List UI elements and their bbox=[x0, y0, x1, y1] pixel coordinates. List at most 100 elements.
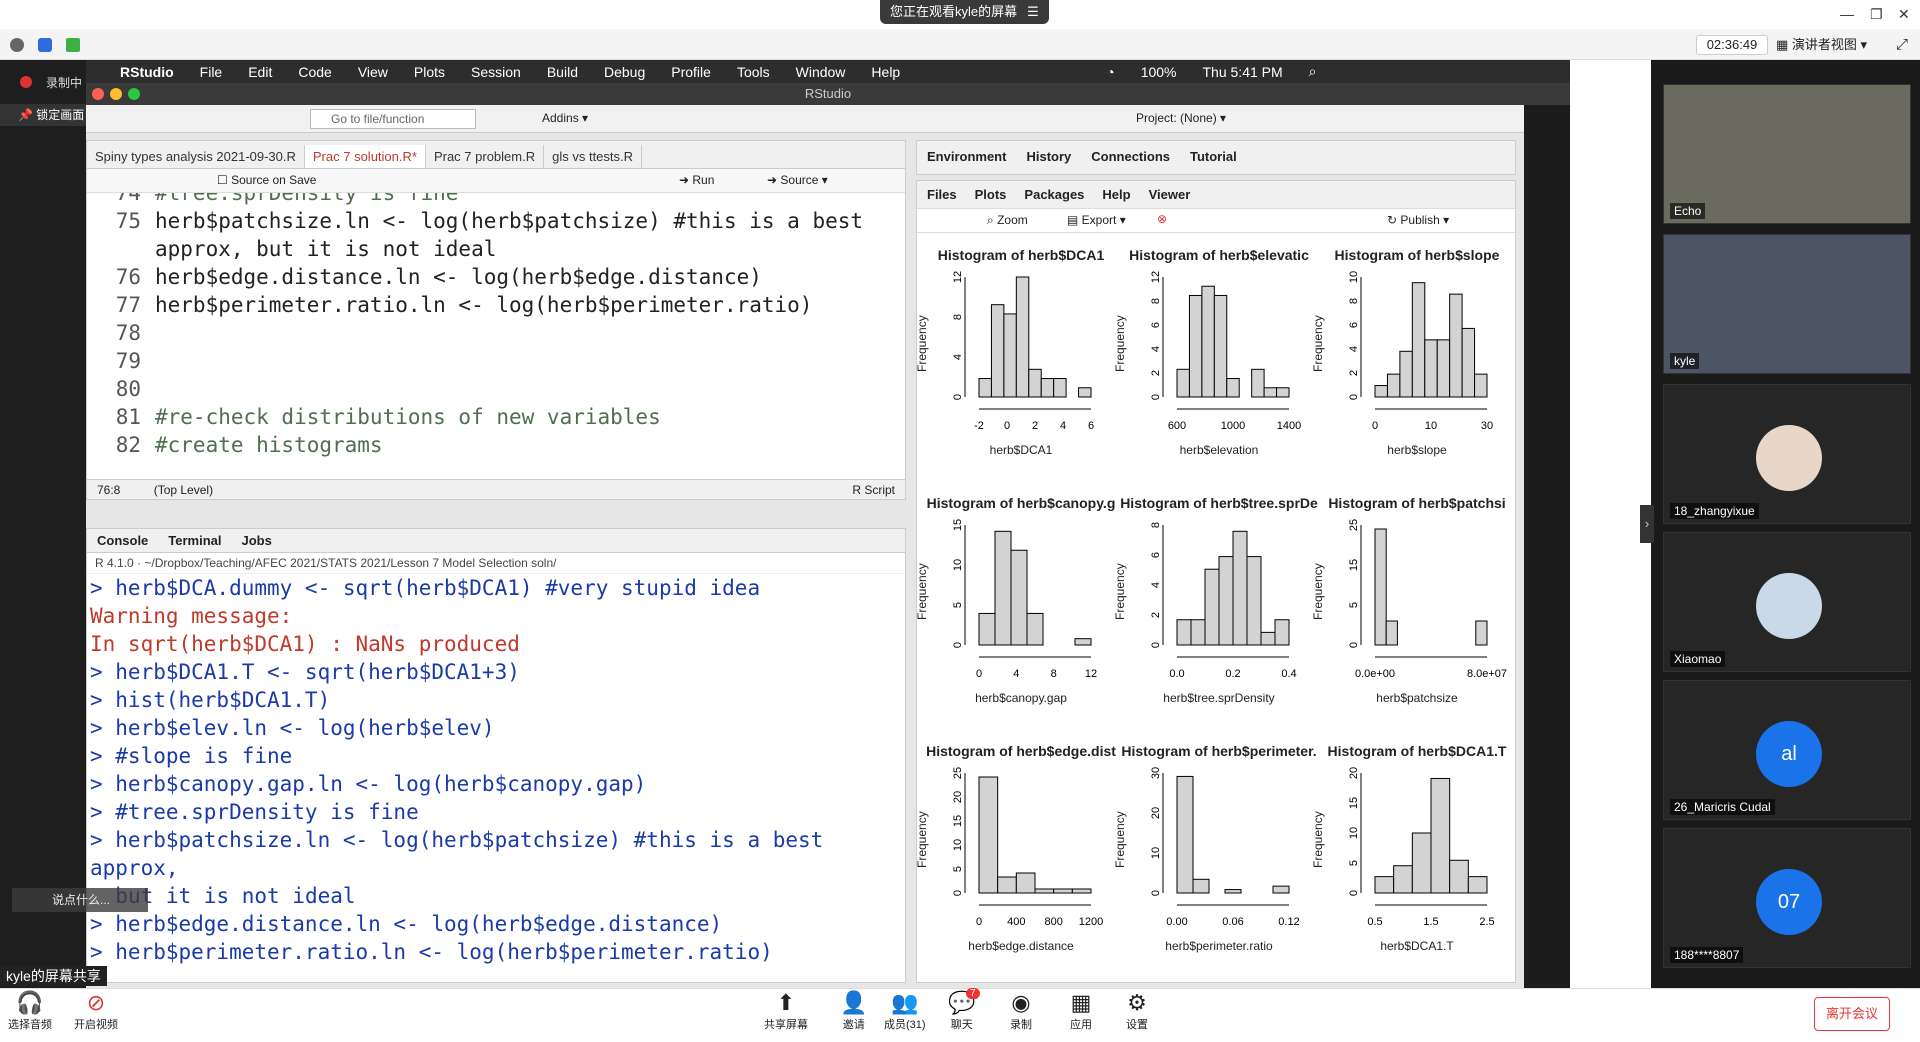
menu-build[interactable]: Build bbox=[546, 63, 578, 80]
participant-tile[interactable]: Echo bbox=[1663, 84, 1911, 224]
menu-profile[interactable]: Profile bbox=[671, 63, 711, 80]
tab-help[interactable]: Help bbox=[1102, 187, 1131, 202]
publish-button[interactable]: ↻ Publish ▾ bbox=[1387, 213, 1450, 227]
spotlight-icon[interactable]: ⌕ bbox=[1308, 63, 1317, 79]
y-tick-label: 0 bbox=[952, 394, 964, 400]
participant-tile[interactable]: kyle bbox=[1663, 234, 1911, 374]
rstudio-window-title: RStudio bbox=[86, 83, 1570, 105]
minimize-icon[interactable]: — bbox=[1840, 6, 1854, 22]
menu-help[interactable]: Help bbox=[871, 63, 901, 80]
members-button[interactable]: 👥 成员(31) bbox=[884, 990, 926, 1031]
tab-console[interactable]: Console bbox=[97, 533, 149, 548]
source-on-save-checkbox[interactable]: ☐ Source on Save bbox=[217, 173, 317, 187]
menu-rstudio[interactable]: RStudio bbox=[120, 63, 174, 80]
share-screen-button[interactable]: ⬆ 共享屏幕 bbox=[764, 990, 808, 1031]
tab-files[interactable]: Files bbox=[927, 187, 957, 202]
record-button[interactable]: ◉ 录制 bbox=[1010, 990, 1032, 1031]
invite-button[interactable]: 👤 邀请 bbox=[840, 990, 868, 1031]
window-zoom-icon[interactable] bbox=[128, 88, 140, 100]
wifi-icon[interactable]: ◔ bbox=[1106, 63, 1115, 80]
tab-environment[interactable]: Environment bbox=[927, 149, 1007, 164]
histogram-bar bbox=[1190, 619, 1206, 646]
info-icon[interactable] bbox=[10, 38, 24, 52]
line-number: 78 bbox=[115, 321, 141, 345]
tab-tutorial[interactable]: Tutorial bbox=[1190, 149, 1237, 164]
file-type-dropdown[interactable]: R Script bbox=[852, 483, 895, 497]
addins-dropdown[interactable]: Addins ▾ bbox=[542, 111, 589, 125]
signal-icon[interactable] bbox=[66, 38, 80, 52]
leave-meeting-button[interactable]: 离开会议 bbox=[1814, 997, 1890, 1031]
x-tick-label: 8.0e+07 bbox=[1467, 668, 1507, 680]
tab-connections[interactable]: Connections bbox=[1091, 149, 1170, 164]
y-tick-label: 15 bbox=[1348, 797, 1360, 809]
video-button[interactable]: ⊘ 开启视频 bbox=[74, 990, 118, 1031]
y-tick-label: 10 bbox=[952, 839, 964, 851]
histogram-bar bbox=[1386, 373, 1401, 398]
tab-spiny-types[interactable]: Spiny types analysis 2021-09-30.R bbox=[87, 145, 305, 168]
tab-terminal[interactable]: Terminal bbox=[168, 533, 222, 548]
menu-icon[interactable]: ☰ bbox=[1027, 4, 1039, 19]
menu-edit[interactable]: Edit bbox=[248, 63, 273, 80]
apps-button[interactable]: ▦ 应用 bbox=[1070, 990, 1092, 1031]
restore-icon[interactable]: ❐ bbox=[1870, 6, 1883, 22]
export-button[interactable]: ▤ Export ▾ bbox=[1067, 213, 1126, 227]
audio-button[interactable]: 🎧 选择音频 bbox=[8, 990, 52, 1031]
x-tick-label: 0.0 bbox=[1169, 668, 1184, 680]
security-shield-icon[interactable] bbox=[38, 38, 52, 52]
y-tick-label: 4 bbox=[1150, 582, 1162, 588]
menu-debug[interactable]: Debug bbox=[603, 63, 646, 80]
y-tick-label: 0 bbox=[1348, 890, 1360, 896]
participant-tile[interactable]: 18_zhangyixue bbox=[1663, 384, 1911, 524]
menu-session[interactable]: Session bbox=[471, 63, 521, 80]
record-dot-icon bbox=[20, 76, 32, 88]
participant-tile[interactable]: 07 188****8807 bbox=[1663, 828, 1911, 968]
settings-button[interactable]: ⚙ 设置 bbox=[1126, 990, 1148, 1031]
participant-tile[interactable]: al 26_Maricris Cudal bbox=[1663, 680, 1911, 820]
menu-tools[interactable]: Tools bbox=[736, 63, 770, 80]
record-icon: ◉ bbox=[1011, 990, 1031, 1015]
source-button[interactable]: ➜ Source ▾ bbox=[767, 173, 828, 187]
menu-window[interactable]: Window bbox=[795, 63, 846, 80]
close-icon[interactable]: ✕ bbox=[1898, 6, 1910, 22]
collapse-strip-icon[interactable]: › bbox=[1640, 505, 1654, 543]
histogram-bar bbox=[1015, 872, 1036, 894]
code-area[interactable]: 74 #tree.sprDensity is fine 75 herb$patchsi… bbox=[87, 179, 905, 459]
menu-plots[interactable]: Plots bbox=[413, 63, 446, 80]
participant-tile[interactable]: Xiaomao bbox=[1663, 532, 1911, 672]
project-dropdown[interactable]: Project: (None) ▾ bbox=[1136, 111, 1227, 125]
y-tick-label: 6 bbox=[1150, 322, 1162, 328]
say-something-input[interactable]: 说点什么... bbox=[12, 888, 148, 912]
zoom-button[interactable]: ⌕ Zoom bbox=[987, 213, 1028, 227]
view-mode-dropdown[interactable]: ▦ 演讲者视图 ▾ bbox=[1776, 37, 1868, 52]
code-line: 79 bbox=[87, 347, 905, 375]
tab-plots[interactable]: Plots bbox=[974, 187, 1007, 202]
menu-file[interactable]: File bbox=[199, 63, 223, 80]
chat-button[interactable]: 💬 聊天 7 bbox=[948, 988, 980, 1032]
tab-packages[interactable]: Packages bbox=[1024, 187, 1085, 202]
fullscreen-icon[interactable]: ⤢ bbox=[1896, 36, 1909, 53]
run-button[interactable]: ➜ Run bbox=[679, 173, 715, 187]
tab-jobs[interactable]: Jobs bbox=[241, 533, 272, 548]
menu-view[interactable]: View bbox=[357, 63, 388, 80]
tab-prac7-solution[interactable]: Prac 7 solution.R* bbox=[304, 145, 426, 168]
console-output[interactable]: > herb$DCA.dummy <- sqrt(herb$DCA1) #ver… bbox=[87, 574, 905, 994]
tab-prac7-problem[interactable]: Prac 7 problem.R bbox=[426, 145, 545, 168]
tab-gls-vs-ttests[interactable]: gls vs ttests.R bbox=[544, 145, 643, 168]
y-tick-label: 2 bbox=[1348, 370, 1360, 376]
x-tick-label: 600 bbox=[1168, 420, 1186, 432]
tab-history[interactable]: History bbox=[1026, 149, 1072, 164]
goto-file-input[interactable]: Go to file/function bbox=[310, 109, 476, 129]
viewing-banner[interactable]: 您正在观看kyle的屏幕 ☰ bbox=[880, 0, 1049, 24]
code-line: 82 #create histograms bbox=[87, 431, 905, 459]
lock-screen-button[interactable]: 📌 锁定画面 bbox=[0, 104, 86, 126]
window-close-icon[interactable] bbox=[92, 88, 104, 100]
histogram-bar bbox=[1274, 619, 1290, 646]
histogram-bar bbox=[1053, 888, 1073, 894]
console-line: > herb$perimeter.ratio.ln <- log(herb$pe… bbox=[90, 940, 773, 964]
remove-plot-icon[interactable]: ⊗ bbox=[1157, 212, 1168, 226]
scope-dropdown[interactable]: (Top Level) bbox=[153, 483, 214, 497]
window-minimize-icon[interactable] bbox=[110, 88, 122, 100]
y-tick-label: 6 bbox=[1348, 322, 1360, 328]
menu-code[interactable]: Code bbox=[298, 63, 332, 80]
tab-viewer[interactable]: Viewer bbox=[1148, 187, 1191, 202]
